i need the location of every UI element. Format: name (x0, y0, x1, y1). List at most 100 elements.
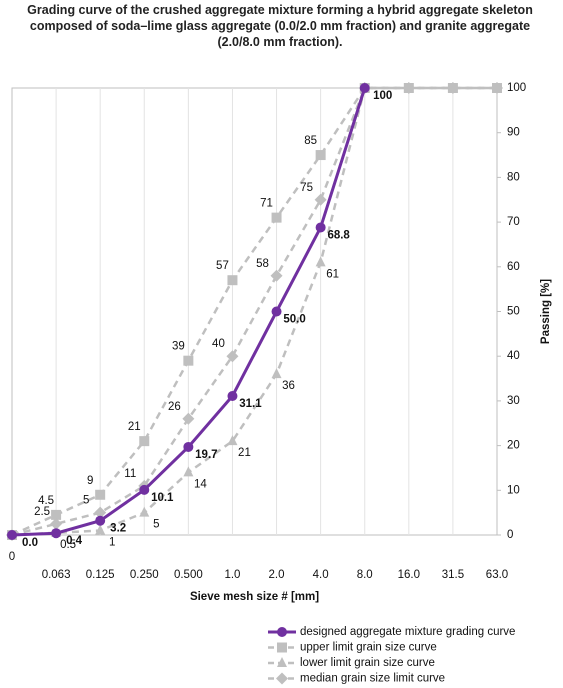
y-tick-label: 80 (507, 171, 520, 183)
point (277, 642, 287, 653)
point (51, 528, 62, 539)
point (402, 82, 415, 94)
x-tick-label: 8.0 (357, 569, 373, 581)
data-label: 31.1 (239, 398, 262, 410)
x-tick-label: 2.0 (269, 569, 285, 581)
data-label: 0.4 (66, 535, 83, 547)
point (271, 306, 282, 317)
x-tick-label: 0.125 (86, 569, 115, 581)
point (270, 269, 283, 282)
point (139, 436, 150, 447)
data-label: 61 (326, 268, 339, 280)
point (95, 515, 106, 526)
data-label: 5 (83, 495, 89, 507)
series: 0.5 1 5 14 21 36 61 (7, 82, 502, 551)
point (276, 672, 288, 685)
y-tick-label: 10 (507, 484, 520, 496)
y-tick-label: 40 (507, 350, 520, 362)
x-tick-label: 16.0 (398, 569, 420, 581)
series-line (11, 86, 497, 537)
data-label: 9 (87, 475, 93, 487)
point (227, 275, 238, 286)
data-label: 100 (373, 90, 392, 102)
legend-label: median grain size limit curve (300, 673, 445, 685)
y-tick-label: 0 (507, 529, 513, 541)
point (226, 350, 239, 363)
point (95, 524, 106, 535)
y-tick-label: 70 (507, 216, 520, 228)
point (139, 506, 150, 517)
data-label: 57 (216, 260, 229, 272)
point (51, 509, 62, 520)
point (271, 212, 282, 223)
data-label: 21 (238, 447, 251, 459)
data-label: 3.2 (110, 523, 126, 535)
data-label: 1 (109, 537, 115, 549)
data-label: 50.0 (283, 314, 305, 326)
data-label: 0.5 (60, 539, 76, 551)
plot-frame (11, 87, 498, 536)
point (7, 530, 17, 540)
y-tick-label: 60 (507, 261, 520, 273)
point (182, 412, 195, 425)
data-label: 85 (304, 135, 317, 147)
data-label: 0.0 (22, 537, 38, 549)
point (95, 489, 106, 500)
data-label: 26 (168, 401, 181, 413)
data-label: 58 (256, 258, 269, 270)
data-label: 39 (172, 341, 185, 353)
y-tick-label: 90 (507, 127, 520, 139)
y-axis-label: Passing [%] (540, 279, 552, 344)
data-label: 71 (260, 198, 273, 210)
point (227, 435, 238, 446)
data-label: 10.1 (151, 492, 174, 504)
point (491, 82, 503, 94)
x-tick-label: 0.250 (130, 569, 159, 581)
point (183, 355, 194, 366)
y-tick-label: 50 (507, 306, 520, 318)
data-label: 5 (153, 519, 159, 531)
point (183, 466, 194, 477)
point (271, 368, 282, 379)
data-label: 36 (282, 380, 295, 392)
data-label: 75 (300, 182, 313, 194)
series: 2.5 5 11 26 40 58 75 (6, 82, 503, 541)
point (359, 83, 370, 93)
point (446, 82, 459, 94)
series: 4.5 9 21 39 57 71 85 (7, 83, 502, 540)
y-tick-label: 100 (507, 82, 526, 94)
point (94, 506, 107, 519)
series-line (11, 86, 497, 537)
point (315, 256, 326, 267)
series: 0.0 0.4 3.2 10.1 19.7 31.1 50.0 68.8 100 (7, 83, 392, 549)
data-label: 11 (124, 468, 136, 480)
point (277, 657, 287, 667)
x-tick-label: 4.0 (313, 569, 329, 581)
x-tick-label: 0 (9, 551, 15, 563)
legend-label: designed aggregate mixture grading curve (300, 626, 515, 638)
point (139, 484, 150, 495)
point (314, 193, 327, 206)
data-label: 21 (128, 421, 141, 433)
legend-label: upper limit grain size curve (300, 642, 437, 654)
series-line (11, 86, 497, 537)
data-label: 40 (212, 338, 225, 350)
data-label: 68.8 (327, 229, 350, 241)
point (277, 627, 287, 637)
legend-label: lower limit grain size curve (300, 657, 435, 669)
data-label: 4.5 (38, 495, 54, 507)
point (227, 390, 238, 401)
data-label: 2.5 (34, 506, 50, 518)
x-tick-label: 1.0 (224, 569, 240, 581)
point (315, 222, 326, 233)
data-label: 19.7 (195, 449, 217, 461)
data-label: 14 (194, 478, 207, 490)
x-tick-label: 0.500 (174, 569, 203, 581)
x-tick-label: 0.063 (42, 569, 71, 581)
y-tick-label: 30 (507, 395, 520, 407)
x-axis-label: Sieve mesh size # [mm] (190, 591, 319, 603)
point (183, 441, 194, 452)
chart-title: Grading curve of the crushed aggregate m… (27, 3, 533, 49)
